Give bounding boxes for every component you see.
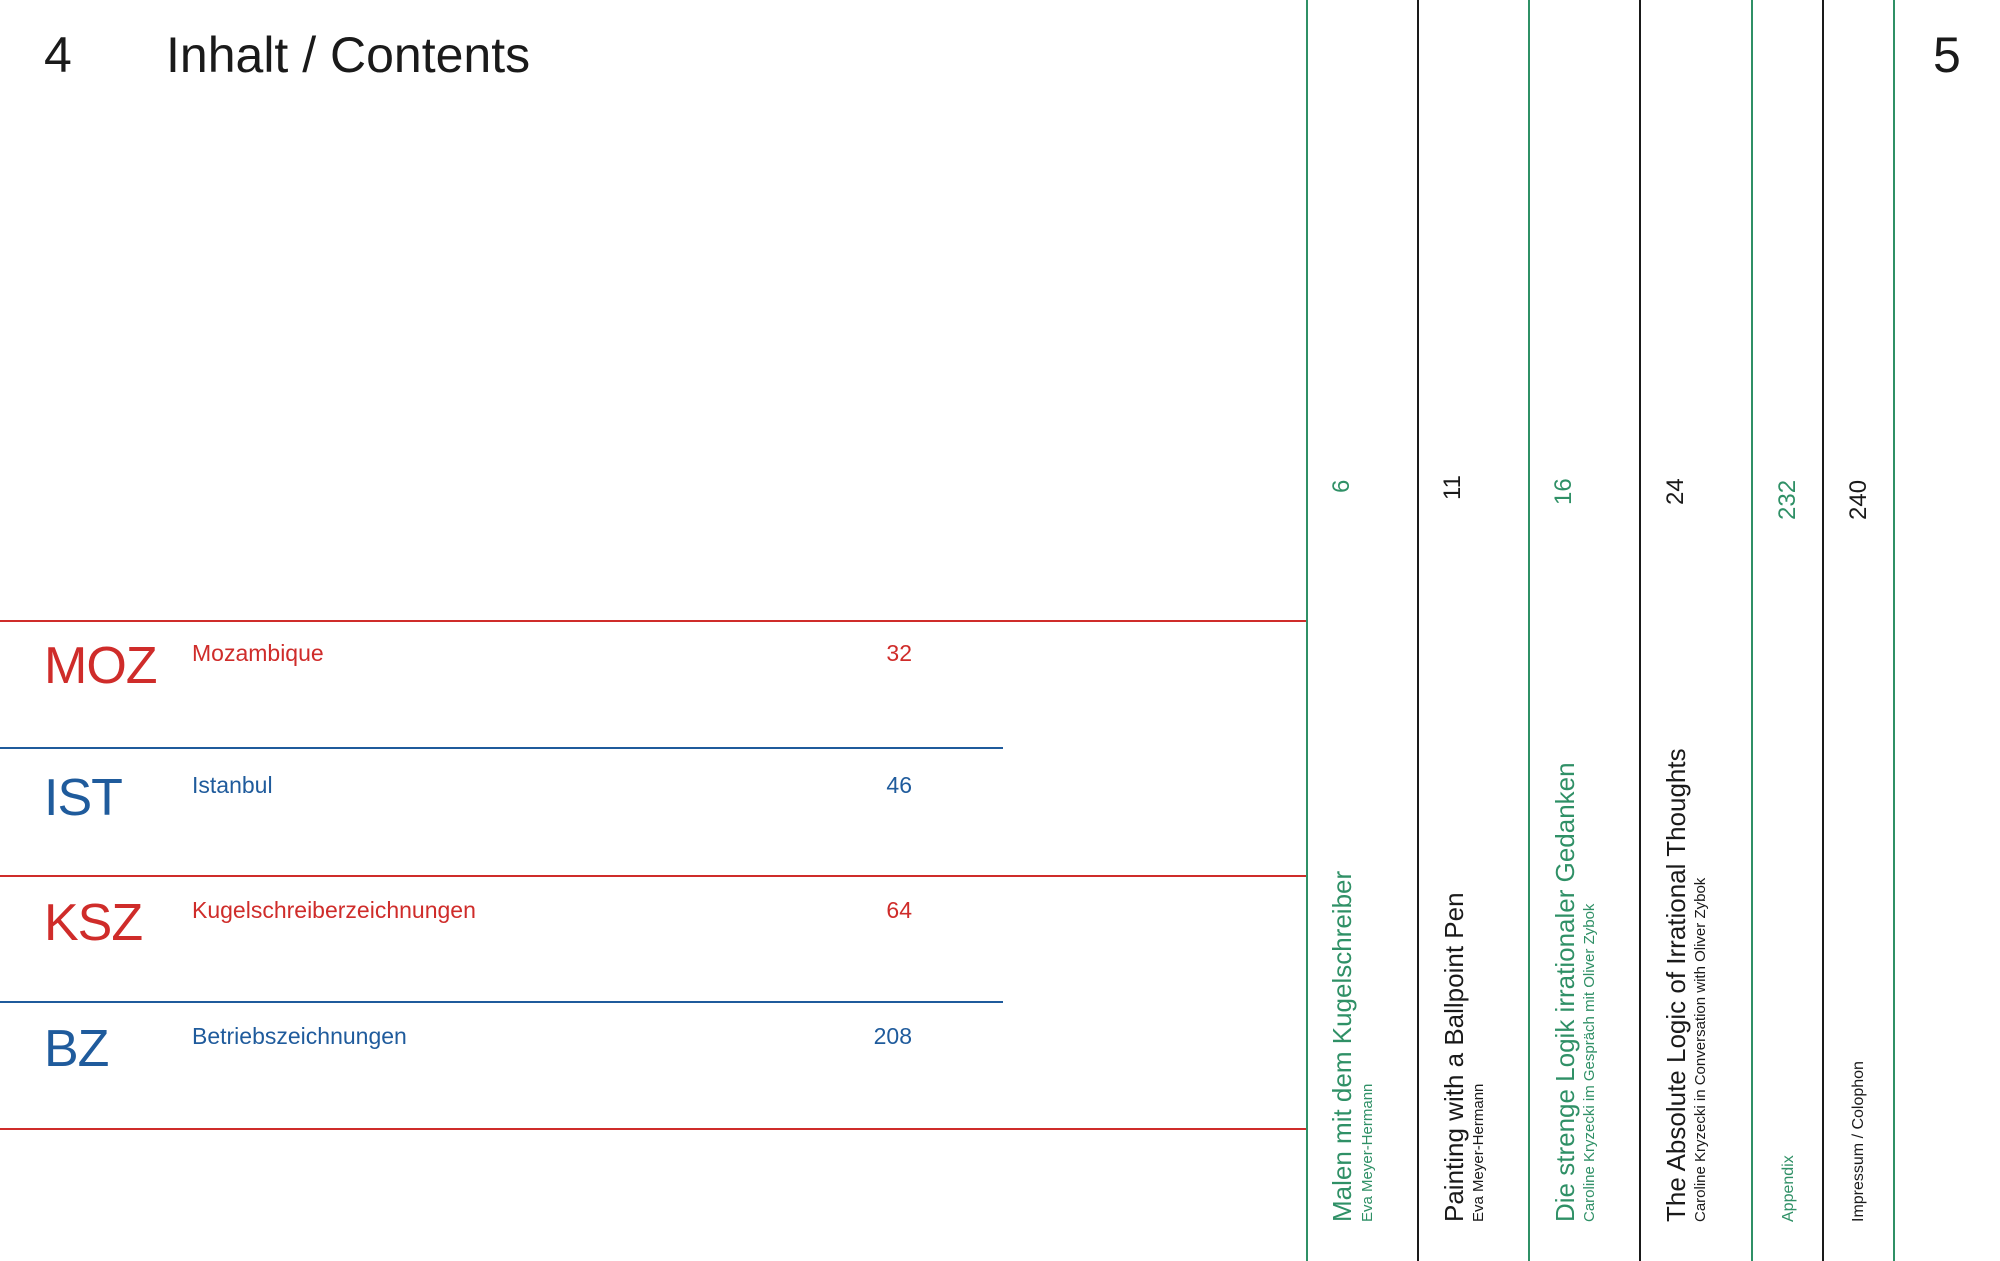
column-separator <box>1893 0 1895 1261</box>
divider-line <box>0 875 1308 877</box>
section-label[interactable]: Mozambique <box>192 640 324 666</box>
column-separator <box>1306 0 1308 1261</box>
column-separator <box>1528 0 1530 1261</box>
appendix-title[interactable]: Appendix <box>1780 1155 1797 1222</box>
divider-line <box>0 620 1308 622</box>
section-label[interactable]: Betriebszeichnungen <box>192 1023 407 1049</box>
section-page-number: 46 <box>886 772 912 798</box>
essay-page-number: 16 <box>1550 478 1577 505</box>
section-label[interactable]: Istanbul <box>192 772 273 798</box>
divider-line <box>0 747 1003 749</box>
essay-author: Eva Meyer-Hermann <box>1470 1083 1487 1222</box>
column-separator <box>1417 0 1419 1261</box>
appendix-page-number: 232 <box>1774 479 1801 520</box>
right-page-number: 5 <box>1933 27 1961 83</box>
essay-title[interactable]: Die strenge Logik irrationaler Gedanken <box>1550 762 1580 1222</box>
essay-title[interactable]: Malen mit dem Kugelschreiber <box>1327 870 1357 1222</box>
colophon-title[interactable]: Impressum / Colophon <box>1850 1061 1867 1222</box>
essay-title[interactable]: Painting with a Ballpoint Pen <box>1439 892 1469 1222</box>
colophon-page-number: 240 <box>1845 479 1872 520</box>
section-page-number: 208 <box>873 1023 912 1049</box>
essay-author: Caroline Kryzecki in Conversation with O… <box>1692 877 1709 1222</box>
essay-page-number: 11 <box>1439 475 1466 500</box>
section-label[interactable]: Kugelschreiberzeichnungen <box>192 897 476 923</box>
section-code: MOZ <box>44 637 158 695</box>
essay-author: Caroline Kryzecki im Gespräch mit Oliver… <box>1581 903 1598 1222</box>
section-page-number: 32 <box>886 640 912 666</box>
column-separator <box>1639 0 1641 1261</box>
divider-line <box>0 1128 1308 1130</box>
column-separator <box>1751 0 1753 1261</box>
section-code: KSZ <box>44 894 143 952</box>
essay-author: Eva Meyer-Hermann <box>1359 1083 1376 1222</box>
essay-title[interactable]: The Absolute Logic of Irrational Thought… <box>1661 748 1691 1222</box>
column-separator <box>1822 0 1824 1261</box>
page-title: Inhalt / Contents <box>166 27 531 83</box>
divider-line <box>0 1001 1003 1003</box>
essay-page-number: 24 <box>1662 478 1689 505</box>
left-page-number: 4 <box>44 27 72 83</box>
section-code: BZ <box>44 1020 109 1078</box>
essay-page-number: 6 <box>1328 479 1355 493</box>
section-page-number: 64 <box>886 897 912 923</box>
section-code: IST <box>44 769 123 827</box>
